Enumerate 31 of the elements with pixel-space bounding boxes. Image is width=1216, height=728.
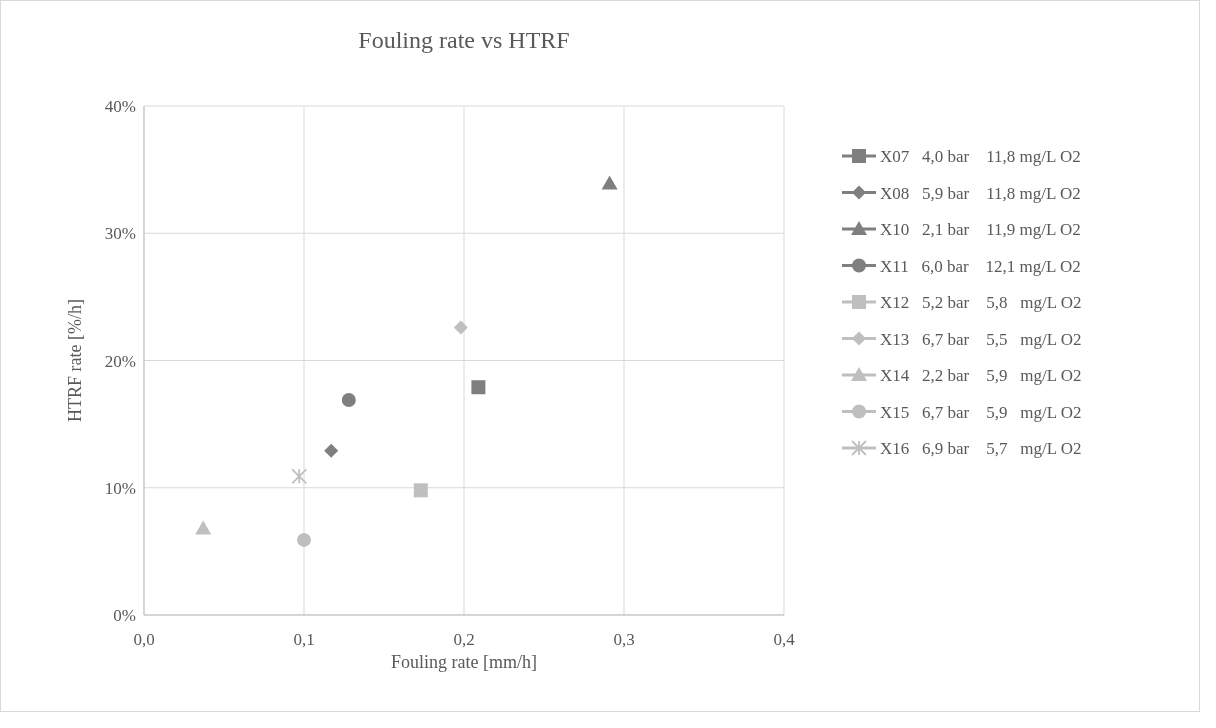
point bbox=[341, 392, 356, 407]
x-tick-label: 0,1 bbox=[293, 630, 315, 649]
y-tick-label: 20% bbox=[104, 351, 136, 371]
x-tick-label: 0,4 bbox=[773, 630, 796, 649]
point bbox=[291, 468, 308, 485]
x-axis-title: Fouling rate [mm/h] bbox=[391, 652, 537, 672]
point bbox=[471, 380, 486, 395]
legend-label: X10 2,1 bar 11,9 mg/L O2 bbox=[880, 220, 1081, 239]
x-tick-label: 0,0 bbox=[133, 630, 155, 649]
legend-label: X15 6,7 bar 5,9 mg/L O2 bbox=[880, 402, 1082, 422]
legend-label: X12 5,2 bar 5,8 mg/L O2 bbox=[880, 293, 1082, 312]
x-tick-label: 0,3 bbox=[613, 630, 635, 649]
legend-label: X08 5,9 bar 11,8 mg/L O2 bbox=[880, 183, 1081, 203]
legend-label: X07 4,0 bar 11,8 mg/L O2 bbox=[880, 147, 1081, 166]
point bbox=[297, 532, 311, 547]
x-tick-label: 0,2 bbox=[453, 630, 475, 649]
legend-label: X11 6,0 bar 12,1 mg/L O2 bbox=[880, 256, 1081, 276]
y-axis-title: HTRF rate [%/h] bbox=[65, 299, 85, 422]
chart-title: Fouling rate vs HTRF bbox=[358, 27, 570, 53]
point bbox=[195, 520, 212, 535]
legend-label: X13 6,7 bar 5,5 mg/L O2 bbox=[880, 329, 1082, 349]
y-tick-label: 40% bbox=[104, 97, 136, 116]
y-tick-label: 30% bbox=[104, 224, 136, 244]
point bbox=[413, 483, 428, 498]
point bbox=[601, 175, 618, 190]
legend-label: X16 6,9 bar 5,7 mg/L O2 bbox=[880, 439, 1082, 458]
legend-label: X14 2,2 bar 5,9 mg/L O2 bbox=[880, 366, 1082, 385]
point bbox=[324, 443, 339, 458]
y-tick-label: 10% bbox=[104, 478, 136, 498]
point bbox=[453, 320, 468, 335]
y-tick-label: 0% bbox=[113, 606, 136, 625]
